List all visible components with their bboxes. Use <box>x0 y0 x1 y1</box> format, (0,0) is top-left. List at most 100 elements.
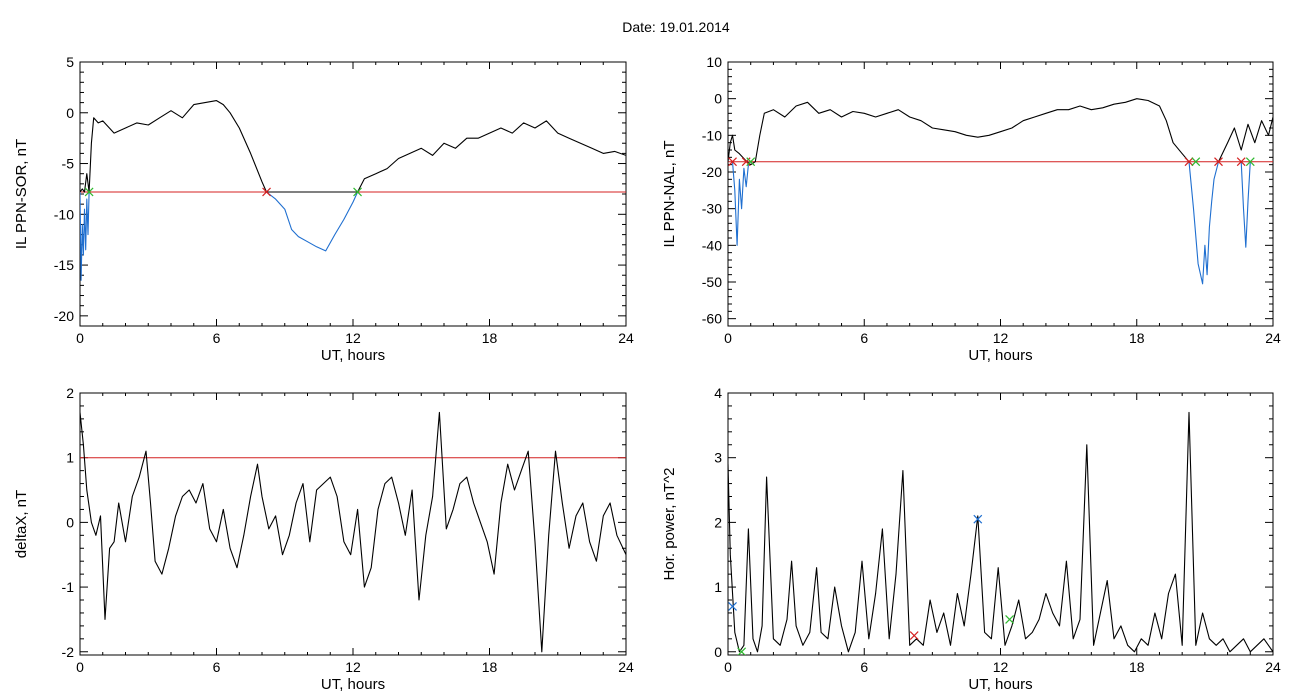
y-tick-label: 1 <box>714 579 722 595</box>
series-line-3 <box>731 161 752 246</box>
cross-marker-stroke <box>1184 157 1194 167</box>
y-tick-label: -10 <box>54 206 74 222</box>
chart-panel-3: 0 6 12 18 24 2 1 0 -1 -2 UT, hours deltaX, nT <box>13 385 634 693</box>
x-tick-label: 24 <box>618 330 634 346</box>
plot-data <box>80 100 626 281</box>
y-tick-label: -60 <box>702 311 722 327</box>
y-axis-label: IL PPN-SOR, nT <box>13 139 30 249</box>
x-tick-label: 6 <box>860 659 868 675</box>
x-tick-label: 18 <box>1129 659 1145 675</box>
series-line-1 <box>80 100 626 193</box>
x-tick-label: 12 <box>993 330 1009 346</box>
cross-marker-stroke <box>262 187 271 197</box>
cross-marker-stroke <box>1191 157 1201 167</box>
x-tick-label: 12 <box>345 659 361 675</box>
plot-data <box>80 411 626 653</box>
chart-panel-2: 0 6 12 18 24 10 0 -10 -20 -30 -40 -50 -60 UT, hours IL… <box>661 54 1281 364</box>
x-tick-label: 24 <box>618 659 634 675</box>
x-tick-label: 12 <box>993 659 1009 675</box>
cross-marker-stroke <box>728 157 737 167</box>
series-line-1 <box>728 98 1190 166</box>
plot-data <box>728 411 1273 655</box>
chart-panel-1: 0 6 12 18 24 5 0 -5 -10 -15 -20 UT, hours IL PPN-SOR… <box>13 54 634 364</box>
y-tick-label: 3 <box>714 450 722 466</box>
cross-marker-stroke <box>973 514 983 524</box>
y-tick-label: -20 <box>54 308 74 324</box>
series-line-4 <box>1188 161 1220 285</box>
x-axis-label: UT, hours <box>321 676 385 693</box>
x-tick-label: 0 <box>724 330 732 346</box>
cross-marker <box>728 157 737 167</box>
cross-marker-stroke <box>746 157 756 167</box>
y-tick-label: -15 <box>54 257 74 273</box>
series-line-1 <box>80 411 626 653</box>
y-tick-label: 1 <box>66 450 74 466</box>
cross-marker <box>1191 157 1201 167</box>
cross-marker <box>1214 157 1223 167</box>
y-tick-label: -1 <box>62 579 75 595</box>
y-axis-label: deltaX, nT <box>13 490 30 558</box>
y-tick-label: -5 <box>62 156 75 172</box>
cross-marker <box>1005 614 1015 624</box>
plot-frame <box>727 392 1274 656</box>
cross-marker <box>909 631 919 641</box>
cross-marker <box>1245 157 1255 167</box>
cross-marker <box>973 514 983 524</box>
y-tick-label: -30 <box>702 201 722 217</box>
y-tick-label: -50 <box>702 274 722 290</box>
x-tick-label: 0 <box>724 659 732 675</box>
x-axis-label: UT, hours <box>321 347 385 364</box>
cross-marker-stroke <box>84 187 94 197</box>
x-axis-label: UT, hours <box>968 676 1032 693</box>
y-tick-label: 5 <box>66 54 74 70</box>
cross-marker-stroke <box>737 647 747 655</box>
series-line-1 <box>728 411 1273 653</box>
x-axis-label: UT, hours <box>968 347 1032 364</box>
plot-frame <box>79 61 627 327</box>
y-tick-label: -10 <box>702 127 722 143</box>
cross-marker-stroke <box>1245 157 1255 167</box>
y-tick-label: 2 <box>66 385 74 401</box>
cross-marker-stroke <box>1214 157 1223 167</box>
cross-marker-stroke <box>728 602 737 611</box>
cross-marker-stroke <box>909 631 919 641</box>
y-tick-label: -2 <box>62 644 75 660</box>
y-tick-label: 2 <box>714 514 722 530</box>
series-line-2 <box>266 191 359 252</box>
x-tick-label: 18 <box>482 659 498 675</box>
y-tick-label: 10 <box>706 54 722 70</box>
cross-marker <box>1236 157 1246 167</box>
x-tick-label: 6 <box>213 330 221 346</box>
x-tick-label: 18 <box>1129 330 1145 346</box>
page-title: Date: 19.01.2014 <box>622 19 730 35</box>
cross-marker <box>262 187 271 197</box>
x-tick-label: 24 <box>1265 659 1281 675</box>
chart-panel-4: 0 6 12 18 24 4 3 2 1 0 UT, hours Hor. power, nT^2 <box>661 385 1281 693</box>
cross-marker <box>728 602 737 611</box>
x-tick-label: 6 <box>860 330 868 346</box>
x-tick-label: 0 <box>76 659 84 675</box>
cross-marker <box>737 647 747 655</box>
plot-data <box>728 98 1273 285</box>
cross-marker <box>746 157 756 167</box>
x-tick-label: 12 <box>345 330 361 346</box>
y-tick-label: 4 <box>714 385 722 401</box>
y-axis-label: Hor. power, nT^2 <box>661 468 678 581</box>
y-tick-label: 0 <box>66 105 74 121</box>
cross-marker <box>353 187 362 197</box>
y-axis-label: IL PPN-NAL, nT <box>661 141 678 248</box>
y-tick-label: 0 <box>66 514 74 530</box>
y-tick-label: 0 <box>714 91 722 107</box>
cross-marker-stroke <box>1005 614 1015 624</box>
series-line-2 <box>1218 116 1273 162</box>
cross-marker-stroke <box>1236 157 1246 167</box>
x-tick-label: 18 <box>482 330 498 346</box>
y-tick-label: -40 <box>702 237 722 253</box>
y-tick-label: 0 <box>714 644 722 660</box>
x-tick-label: 0 <box>76 330 84 346</box>
cross-marker <box>1184 157 1194 167</box>
y-tick-label: -20 <box>702 164 722 180</box>
cross-marker-stroke <box>353 187 362 197</box>
x-tick-label: 24 <box>1265 330 1281 346</box>
